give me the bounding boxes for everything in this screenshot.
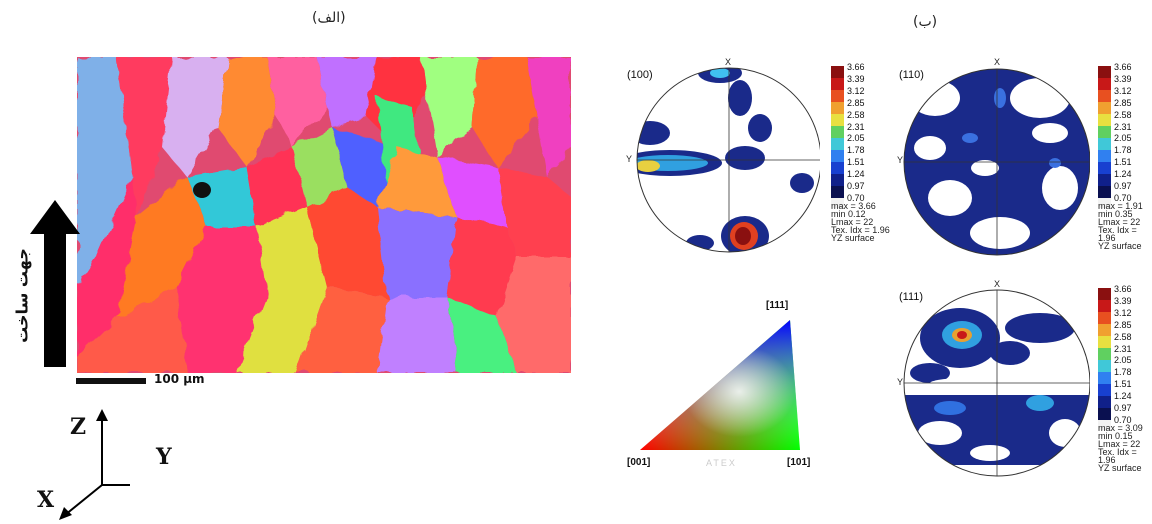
colorbar-111-labels: 3.66 3.39 3.12 2.85 2.58 2.31 2.05 1.78 1.51 1…: [1114, 284, 1132, 425]
grain-mosaic: [77, 57, 571, 373]
pole-figure-111-stats: max = 3.09 min 0.15 Lmax = 22 Tex. Idx = 1…: [1098, 423, 1143, 473]
pole-figure-title: (111): [899, 291, 924, 303]
axis-z-label: Z: [70, 414, 87, 440]
panel-label-a: (الف): [312, 10, 346, 26]
pole-figure-axis-x: X: [994, 57, 1001, 67]
colorbar-100-labels: 3.66 3.39 3.12 2.85 2.58 2.31 2.05 1.78 1.51 1…: [847, 62, 865, 203]
scale-bar: [76, 378, 146, 384]
ipf-corner-111: [111]: [766, 300, 789, 311]
panel-label-b: (ب): [913, 14, 938, 30]
build-direction-arrow-head: [30, 200, 80, 234]
pole-figure-100-stats: max = 3.66 min 0.12 Lmax = 22 Tex. Idx = 1…: [831, 201, 890, 243]
pole-figure-100: [636, 67, 820, 253]
ipf-color-triangle: [640, 320, 800, 450]
colorbar-110-labels: 3.66 3.39 3.12 2.85 2.58 2.31 2.05 1.78 1.51 1…: [1114, 62, 1132, 203]
pole-figure-111: [903, 289, 1090, 477]
build-direction-arrow: [44, 232, 66, 367]
axis-y-label: Y: [156, 444, 172, 470]
defect-spot: [193, 182, 211, 198]
ebsd-orientation-map: [77, 57, 571, 373]
pole-figure-title: (110): [899, 69, 924, 81]
colorbar-110: [1098, 66, 1111, 208]
pole-figure-axis-x: X: [994, 279, 1001, 289]
axis-x-label: X: [37, 487, 55, 513]
pole-figure-110: [903, 68, 1090, 256]
coordinate-triad: [59, 409, 130, 520]
ipf-corner-001: [001]: [627, 457, 651, 468]
colorbar-111: [1098, 288, 1111, 430]
pole-figure-axis-y: Y: [626, 154, 633, 164]
scale-bar-label: 100 μm: [154, 372, 205, 386]
colorbar-100: [831, 66, 844, 208]
pole-figure-axis-y: Y: [897, 155, 904, 165]
pole-figure-axis-y: Y: [897, 377, 904, 387]
build-direction-label: جهت ساخت: [12, 248, 32, 343]
ipf-watermark: ATEX: [706, 458, 737, 468]
pole-figure-110-stats: max = 1.91 min 0.35 Lmax = 22 Tex. Idx = 1…: [1098, 201, 1143, 251]
pole-figure-title: (100): [627, 69, 653, 81]
ipf-corner-101: [101]: [787, 457, 811, 468]
pole-figure-axis-x: X: [725, 57, 732, 67]
